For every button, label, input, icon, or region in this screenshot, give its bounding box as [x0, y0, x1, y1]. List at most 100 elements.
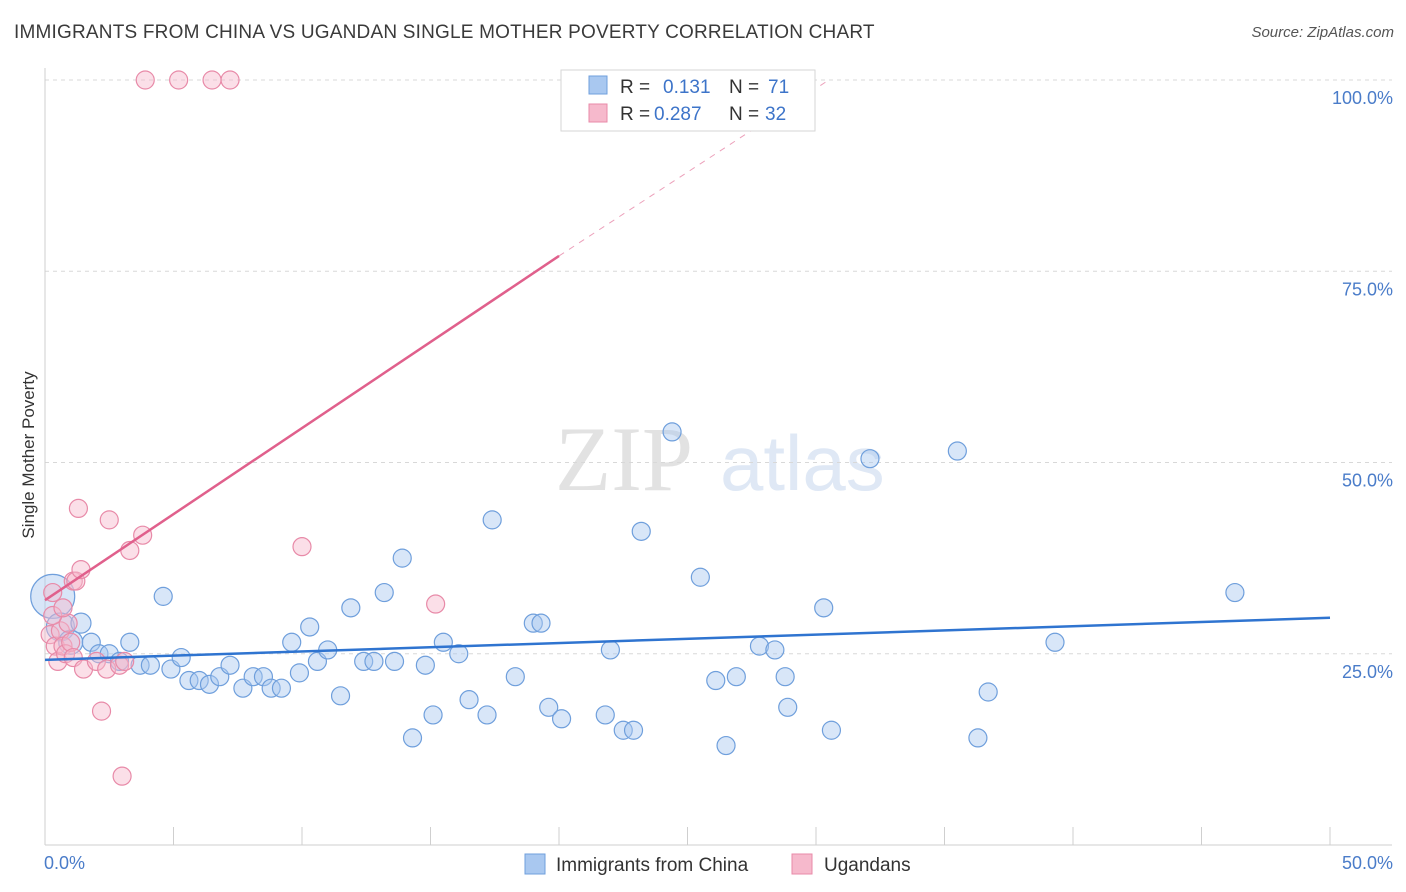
x-tick-labels: 0.0% 50.0%: [44, 853, 1393, 873]
china-point-13: [171, 647, 191, 668]
bottom-legend-swatch-china: [524, 853, 546, 875]
china-point-65: [860, 449, 880, 469]
china-point-35: [392, 548, 412, 568]
legend-r-label-uganda: R =: [620, 104, 650, 125]
legend-r-value-uganda: 0.287: [654, 104, 702, 125]
uganda-point-7: [58, 613, 78, 633]
x-tick-label-1: 50.0%: [1342, 853, 1393, 873]
china-point-44: [505, 667, 525, 687]
watermark-zip: ZIP: [555, 408, 693, 510]
watermark: ZIP atlas: [555, 408, 885, 510]
china-point-26: [300, 617, 320, 637]
china-point-41: [459, 690, 479, 710]
watermark-atlas: atlas: [720, 419, 885, 507]
china-point-29: [330, 686, 351, 706]
china-points: [30, 422, 1245, 756]
china-point-70: [1225, 582, 1245, 603]
china-point-24: [282, 632, 302, 652]
uganda-point-25: [169, 70, 189, 90]
china-point-56: [706, 670, 726, 691]
y-tick-label-0: 25.0%: [1342, 662, 1393, 682]
china-point-43: [482, 510, 502, 530]
china-point-54: [662, 422, 682, 442]
china-point-55: [690, 567, 710, 587]
china-point-52: [623, 720, 644, 740]
china-point-23: [271, 678, 292, 698]
china-point-49: [595, 705, 615, 725]
china-point-42: [477, 705, 497, 725]
y-axis-label: Single Mother Poverty: [19, 371, 38, 539]
china-point-60: [765, 640, 785, 660]
legend-n-value-uganda: 32: [765, 104, 786, 125]
grid-lines: [45, 79, 1392, 655]
china-point-68: [978, 682, 998, 702]
uganda-point-30: [43, 605, 63, 626]
uganda-point-27: [220, 70, 240, 90]
uganda-point-17: [97, 659, 117, 679]
china-point-50: [600, 640, 621, 660]
china-point-46: [531, 613, 551, 633]
uganda-point-31: [53, 598, 73, 618]
legend-swatch-china: [588, 75, 608, 95]
china-point-66: [947, 441, 967, 461]
uganda-point-0: [40, 625, 60, 645]
china-point-10: [140, 655, 160, 675]
bottom-legend: Immigrants from China Ugandans: [524, 853, 911, 876]
china-point-34: [384, 651, 405, 672]
china-point-67: [968, 728, 988, 748]
china-point-58: [726, 667, 746, 687]
trend-lines: [44, 79, 1331, 662]
china-point-15: [189, 670, 209, 691]
china-point-16: [199, 674, 220, 694]
y-tick-label-1: 50.0%: [1342, 471, 1393, 491]
china-point-53: [631, 521, 651, 541]
uganda-point-8: [61, 632, 81, 652]
legend-box: R = 0.131 N = 71 R = 0.287 N = 32: [560, 69, 816, 132]
china-point-20: [243, 667, 263, 687]
chart-title: IMMIGRANTS FROM CHINA VS UGANDAN SINGLE …: [14, 22, 875, 43]
china-point-57: [716, 735, 736, 756]
china-point-47: [539, 697, 559, 717]
y-tick-labels: 25.0% 50.0% 75.0% 100.0%: [1332, 88, 1393, 682]
legend-n-label-uganda: N =: [729, 104, 759, 125]
uganda-point-16: [91, 701, 112, 721]
china-point-18: [220, 655, 240, 675]
uganda-point-29: [426, 594, 446, 614]
china-point-25: [289, 663, 310, 683]
china-point-22: [261, 678, 281, 698]
china-point-48: [551, 709, 572, 729]
china-point-30: [341, 598, 361, 618]
bottom-legend-label-china: Immigrants from China: [556, 855, 749, 876]
bottom-legend-label-uganda: Ugandans: [824, 855, 911, 876]
y-tick-label-3: 100.0%: [1332, 88, 1393, 108]
china-point-14: [179, 670, 199, 691]
china-point-61: [775, 667, 795, 687]
x-tick-label-0: 0.0%: [44, 853, 85, 873]
uganda-point-28: [292, 537, 312, 557]
china-point-39: [433, 632, 453, 652]
source-credit: Source: ZipAtlas.com: [1251, 24, 1394, 41]
china-point-40: [449, 644, 469, 664]
uganda-trend-line: [44, 254, 560, 602]
uganda-point-26: [202, 70, 222, 90]
legend-swatch-uganda: [588, 103, 608, 123]
china-point-37: [415, 655, 435, 675]
legend-r-value-china: 0.131: [663, 77, 711, 98]
china-point-36: [402, 728, 423, 748]
china-point-32: [364, 651, 384, 672]
bottom-legend-swatch-uganda: [791, 853, 813, 875]
uganda-point-21: [115, 651, 135, 672]
china-point-69: [1045, 632, 1065, 652]
china-point-11: [153, 586, 173, 606]
china-point-8: [120, 632, 140, 652]
china-point-33: [374, 582, 394, 603]
uganda-points: [40, 70, 446, 786]
china-point-4: [81, 632, 101, 652]
y-tick-label-2: 75.0%: [1342, 279, 1393, 299]
china-point-63: [814, 598, 834, 618]
legend-n-label-china: N =: [729, 77, 759, 98]
china-point-64: [821, 720, 842, 740]
china-trend-line: [44, 616, 1331, 662]
china-point-21: [253, 667, 274, 687]
